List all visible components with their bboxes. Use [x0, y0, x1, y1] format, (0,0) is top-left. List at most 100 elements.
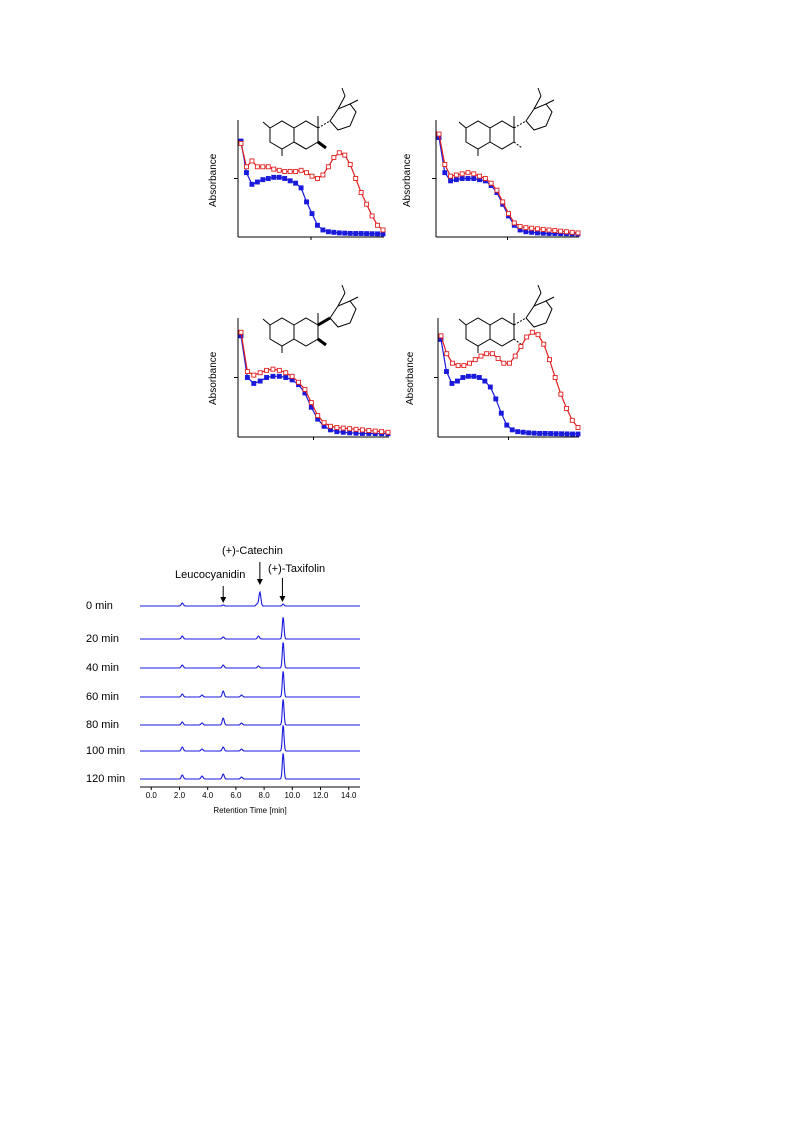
- data-point: [271, 166, 277, 172]
- x-tick-label: 4.0: [202, 791, 214, 800]
- chemical-structure: [262, 284, 359, 353]
- trace-line: [140, 753, 360, 780]
- data-point: [515, 429, 521, 435]
- data-point: [546, 227, 552, 233]
- data-point: [287, 178, 293, 184]
- data-point: [494, 187, 500, 193]
- data-point: [535, 226, 540, 232]
- data-point: [315, 413, 321, 419]
- data-point: [526, 430, 532, 436]
- data-point: [309, 211, 315, 217]
- data-point: [308, 400, 314, 405]
- data-point: [342, 152, 348, 158]
- data-point: [460, 375, 466, 380]
- data-point: [353, 426, 359, 432]
- data-point: [293, 180, 299, 186]
- data-point: [558, 228, 564, 234]
- data-point: [517, 224, 523, 229]
- data-point: [529, 225, 535, 231]
- data-point: [484, 351, 490, 357]
- trace-line: [140, 617, 360, 640]
- data-point: [260, 164, 266, 170]
- data-point: [296, 379, 301, 385]
- data-point: [353, 231, 359, 236]
- data-point: [467, 360, 472, 366]
- data-point: [244, 164, 249, 170]
- data-point: [472, 357, 478, 363]
- data-point: [244, 170, 249, 176]
- data-point: [442, 162, 448, 167]
- data-point: [564, 405, 570, 411]
- sample-label: 20 min: [86, 633, 120, 645]
- data-point: [569, 229, 575, 235]
- data-point: [471, 176, 477, 181]
- data-point: [448, 173, 454, 179]
- data-point: [453, 177, 459, 183]
- data-point: [465, 373, 471, 379]
- data-point: [559, 431, 565, 437]
- data-point: [320, 227, 326, 233]
- data-point: [264, 375, 270, 380]
- spectrum-chart-2: [432, 87, 581, 240]
- data-point: [270, 366, 276, 372]
- data-point: [575, 230, 581, 236]
- data-point: [264, 367, 270, 373]
- data-point: [276, 174, 282, 180]
- data-point: [553, 431, 559, 437]
- data-point: [276, 367, 282, 373]
- data-point: [289, 373, 295, 379]
- data-point: [575, 425, 581, 430]
- data-point: [504, 422, 510, 428]
- x-tick-label: 12.0: [312, 791, 329, 800]
- trace-line: [140, 725, 360, 752]
- data-point: [449, 360, 455, 366]
- data-point: [331, 154, 337, 160]
- spectrum-chart-3: [234, 284, 391, 440]
- data-point: [512, 353, 518, 359]
- data-point: [359, 427, 365, 433]
- data-point: [372, 428, 378, 434]
- data-point: [385, 429, 391, 435]
- data-point: [347, 162, 353, 167]
- data-point: [552, 375, 558, 380]
- data-point: [271, 174, 277, 180]
- data-point: [459, 171, 465, 177]
- data-point: [511, 220, 517, 226]
- sample-label: 0 min: [86, 600, 113, 612]
- data-point: [251, 381, 257, 386]
- data-point: [342, 230, 348, 236]
- data-point: [238, 329, 244, 335]
- data-point: [364, 231, 370, 237]
- data-point: [524, 334, 530, 340]
- chemical-structure: [458, 87, 555, 156]
- data-point: [375, 231, 380, 237]
- data-point: [260, 177, 266, 183]
- data-point: [265, 164, 271, 170]
- chemical-structure: [458, 284, 555, 353]
- arrow-head: [279, 596, 286, 602]
- data-point: [489, 351, 495, 357]
- data-point: [249, 158, 255, 164]
- chromatogram-chart: [140, 562, 360, 790]
- sample-label: 60 min: [86, 691, 120, 703]
- data-point: [304, 199, 309, 205]
- data-point: [570, 431, 575, 437]
- data-point: [358, 190, 364, 195]
- data-point: [254, 179, 260, 185]
- data-point: [298, 185, 304, 191]
- data-point: [347, 426, 353, 432]
- x-tick-label: 8.0: [258, 791, 270, 800]
- data-point: [495, 356, 501, 361]
- data-point: [547, 357, 552, 363]
- data-point: [501, 360, 507, 366]
- data-point: [340, 425, 346, 431]
- data-point: [438, 333, 444, 339]
- data-point: [315, 176, 320, 181]
- data-point: [448, 178, 454, 184]
- arrow-head: [220, 597, 227, 603]
- arrow-head: [256, 579, 263, 585]
- data-point: [336, 230, 342, 236]
- spectrum-chart-4: [434, 284, 581, 440]
- data-point: [471, 171, 477, 177]
- data-point: [465, 176, 471, 181]
